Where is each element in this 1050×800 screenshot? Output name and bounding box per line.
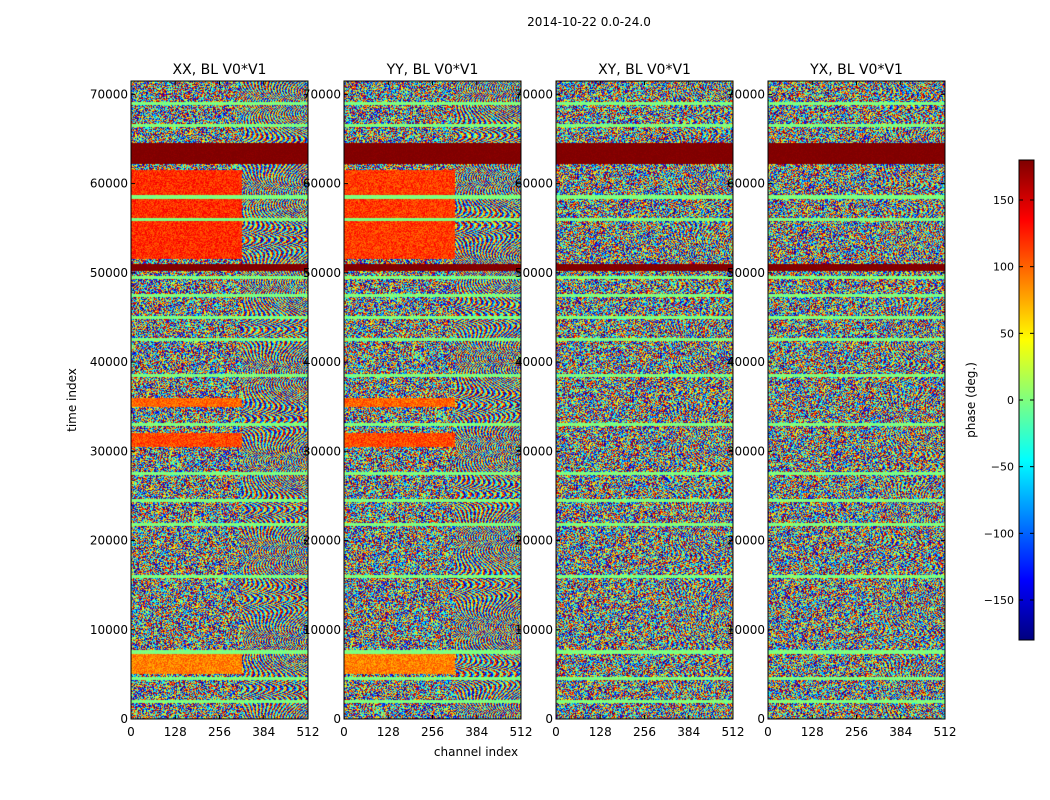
x-tick-label: 512 — [722, 725, 745, 739]
y-tick-label: 50000 — [90, 266, 128, 280]
y-tick-label: 10000 — [303, 623, 341, 637]
y-tick-label: 60000 — [303, 177, 341, 191]
y-tick-label: 20000 — [303, 534, 341, 548]
y-tick-label: 0 — [757, 712, 765, 726]
y-tick-label: 20000 — [515, 534, 553, 548]
panel-title: XX, BL V0*V1 — [173, 62, 267, 78]
y-axis-label: time index — [65, 368, 79, 432]
colorbar-tick-label: 50 — [1000, 327, 1014, 340]
y-tick-label: 70000 — [303, 87, 341, 101]
x-tick-label: 128 — [801, 725, 824, 739]
panel-yy: YY, BL V0*V1 0 128 256 384 512 0 10000 20000 3000… — [303, 62, 533, 739]
y-tick-label: 40000 — [515, 355, 553, 369]
figure-suptitle: 2014-10-22 0.0-24.0 — [527, 15, 651, 29]
x-tick-label: 256 — [208, 725, 231, 739]
y-tick-label: 10000 — [727, 623, 765, 637]
y-tick-label: 70000 — [515, 87, 553, 101]
x-tick-label: 128 — [377, 725, 400, 739]
panel-xx: XX, BL V0*V1 0 128 256 384 512 0 10000 20000 3000… — [90, 62, 320, 739]
x-tick-label: 0 — [552, 725, 560, 739]
colorbar-tick-label: −50 — [991, 461, 1014, 474]
y-tick-label: 30000 — [727, 444, 765, 458]
x-tick-label: 512 — [934, 725, 957, 739]
x-tick-label: 384 — [252, 725, 275, 739]
x-tick-label: 384 — [465, 725, 488, 739]
x-tick-label: 0 — [764, 725, 772, 739]
x-tick-label: 128 — [589, 725, 612, 739]
y-tick-label: 70000 — [727, 87, 765, 101]
x-tick-label: 0 — [127, 725, 135, 739]
panels: XX, BL V0*V1 0 128 256 384 512 0 10000 20000 3000… — [90, 62, 957, 739]
colorbar: 150 100 50 0 −50 −100 −150 phase (deg.) — [964, 159, 1035, 641]
x-tick-label: 0 — [340, 725, 348, 739]
colorbar-label: phase (deg.) — [964, 362, 978, 438]
x-tick-label: 256 — [421, 725, 444, 739]
x-tick-label: 256 — [633, 725, 656, 739]
x-tick-label: 256 — [845, 725, 868, 739]
y-tick-label: 10000 — [515, 623, 553, 637]
heatmap-image — [344, 81, 521, 719]
y-tick-label: 20000 — [90, 534, 128, 548]
y-tick-label: 50000 — [515, 266, 553, 280]
y-tick-label: 30000 — [90, 444, 128, 458]
y-tick-label: 60000 — [727, 177, 765, 191]
y-tick-label: 70000 — [90, 87, 128, 101]
y-tick-label: 40000 — [303, 355, 341, 369]
y-tick-label: 40000 — [727, 355, 765, 369]
panel-title: YY, BL V0*V1 — [386, 62, 479, 78]
colorbar-tick-label: −100 — [984, 527, 1014, 540]
y-tick-label: 50000 — [727, 266, 765, 280]
x-tick-label: 384 — [889, 725, 912, 739]
y-tick-label: 20000 — [727, 534, 765, 548]
x-axis-label: channel index — [434, 745, 518, 759]
y-tick-label: 40000 — [90, 355, 128, 369]
y-tick-label: 30000 — [303, 444, 341, 458]
heatmap-image — [768, 81, 945, 719]
y-tick-label: 60000 — [90, 177, 128, 191]
x-tick-label: 128 — [164, 725, 187, 739]
x-tick-label: 512 — [510, 725, 533, 739]
panel-title: XY, BL V0*V1 — [598, 62, 691, 78]
colorbar-tick-label: 0 — [1007, 394, 1014, 407]
colorbar-tick-label: 100 — [993, 261, 1014, 274]
y-tick-label: 60000 — [515, 177, 553, 191]
y-tick-label: 10000 — [90, 623, 128, 637]
x-tick-label: 512 — [297, 725, 320, 739]
heatmap-image — [131, 81, 308, 719]
colorbar-tick-label: −150 — [984, 594, 1014, 607]
y-tick-label: 50000 — [303, 266, 341, 280]
y-tick-label: 0 — [120, 712, 128, 726]
y-tick-label: 30000 — [515, 444, 553, 458]
panel-yx: YX, BL V0*V1 0 128 256 384 512 0 10000 20000 3000… — [727, 62, 957, 739]
panel-xy: XY, BL V0*V1 0 128 256 384 512 0 10000 20000 3000… — [515, 62, 745, 739]
y-tick-label: 0 — [545, 712, 553, 726]
heatmap-image — [556, 81, 733, 719]
x-tick-label: 384 — [677, 725, 700, 739]
y-tick-label: 0 — [333, 712, 341, 726]
colorbar-tick-label: 150 — [993, 194, 1014, 207]
panel-title: YX, BL V0*V1 — [809, 62, 903, 78]
